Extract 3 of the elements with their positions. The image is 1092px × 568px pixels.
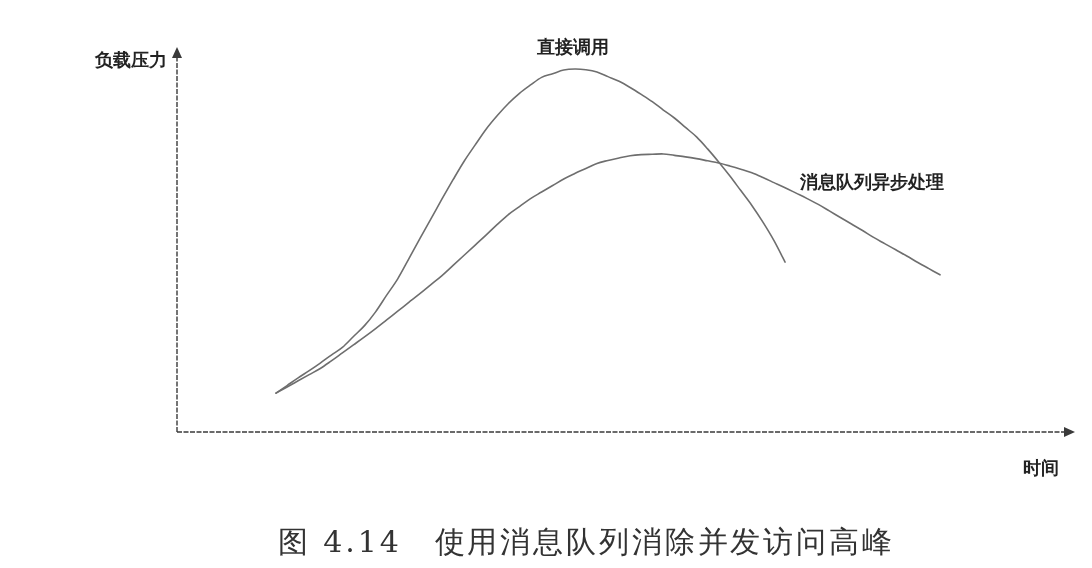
title: 图 4.14 使用消息队列消除并发访问高峰 (278, 524, 892, 559)
annotation: 负载压力 (95, 49, 167, 70)
x-axis-title: 时间 (1023, 457, 1059, 478)
